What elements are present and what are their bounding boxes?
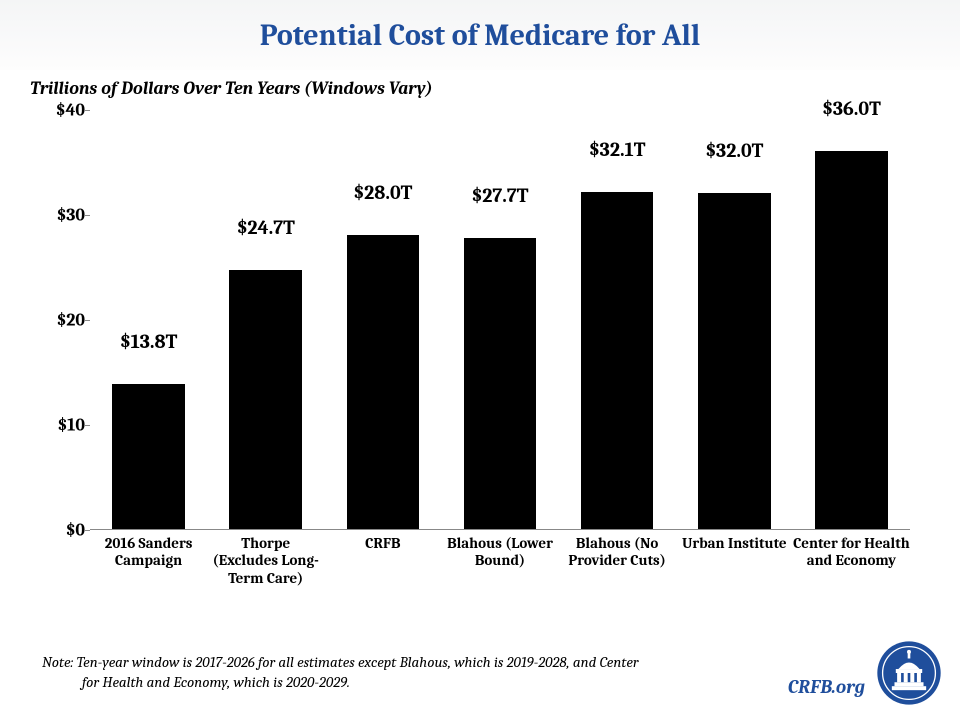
x-category-label: Center for Health and Economy [793,529,910,570]
bar-value-label: $24.7T [219,216,312,243]
ytick-label: $0 [40,520,85,541]
bar-value-label: $28.0T [337,181,430,208]
brand-text: CRFB.org [788,676,865,698]
x-category-label: Thorpe (Excludes Long-Term Care) [207,529,324,587]
footnote-line1: Note: Ten-year window is 2017-2026 for a… [42,653,639,671]
bar-value-label: $36.0T [805,97,898,124]
ytick-label: $20 [40,310,85,331]
ytick-label: $30 [40,205,85,226]
bar [229,270,302,529]
footnote-line2: for Health and Economy, which is 2020-20… [42,673,802,693]
ytick-mark [85,215,90,216]
x-category-label: Blahous (No Provider Cuts) [559,529,676,570]
bar [464,238,537,529]
x-category-label: 2016 Sanders Campaign [90,529,207,570]
crfb-logo-icon [876,640,942,706]
bar-value-label: $32.0T [688,139,781,166]
ytick-mark [85,320,90,321]
x-category-label: CRFB [324,529,441,552]
ytick-mark [85,110,90,111]
ytick-mark [85,425,90,426]
bar [112,384,185,529]
bar [347,235,420,529]
bar-value-label: $13.8T [102,330,195,357]
chart-area: $0 $10 $20 $30 $40 $13.8T 2016 Sanders Campaig… [40,100,920,620]
chart-subtitle: Trillions of Dollars Over Ten Years (Win… [30,78,960,99]
bar-value-label: $32.1T [571,138,664,165]
chart-title: Potential Cost of Medicare for All [260,18,700,53]
bar [581,192,654,529]
header-band: Potential Cost of Medicare for All [0,0,960,70]
x-category-label: Urban Institute [676,529,793,552]
bar [815,151,888,529]
x-category-label: Blahous (Lower Bound) [441,529,558,570]
bar-value-label: $27.7T [454,184,547,211]
footnote: Note: Ten-year window is 2017-2026 for a… [42,653,802,692]
plot-region: $0$10$20$30$40$13.8T2016 Sanders Campaig… [90,110,910,530]
ytick-label: $40 [40,100,85,121]
bar [698,193,771,529]
ytick-label: $10 [40,415,85,436]
